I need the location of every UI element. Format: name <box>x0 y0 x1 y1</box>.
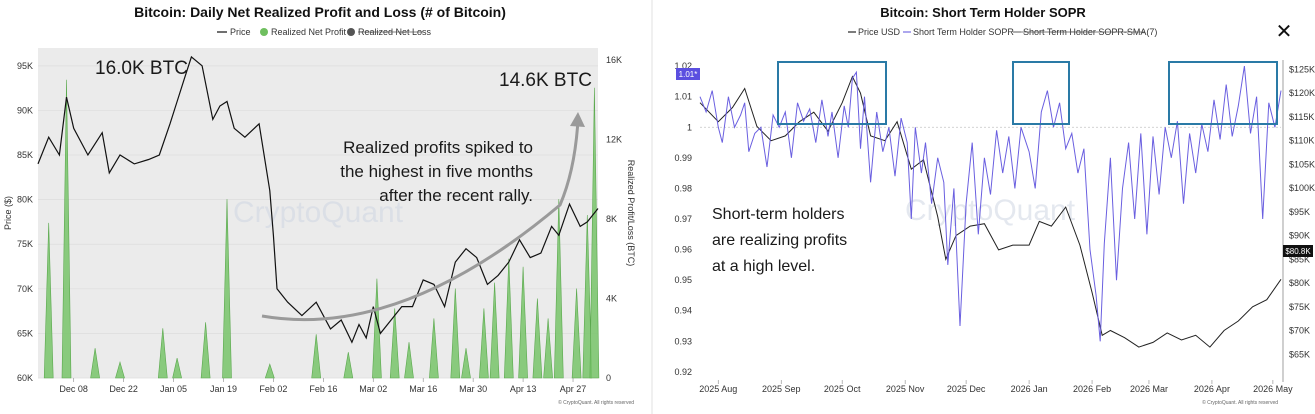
left-y2-tick-label: 8K <box>606 214 617 224</box>
right-x-tick-label: 2025 Aug <box>699 384 737 394</box>
left-y-tick-label: 85K <box>17 150 33 160</box>
left-x-tick-label: Mar 16 <box>409 384 437 394</box>
right-chart-title: Bitcoin: Short Term Holder SOPR <box>880 5 1086 20</box>
left-x-tick-label: Jan 05 <box>160 384 187 394</box>
right-y-tick-label: 0.98 <box>674 183 692 193</box>
left-y2-axis-label: Realized Profit/Loss (BTC) <box>626 160 636 267</box>
right-y2-tick-label: $105K <box>1289 159 1315 169</box>
right-x-tick-label: 2025 Sep <box>762 384 801 394</box>
right-x-tick-label: 2025 Oct <box>824 384 861 394</box>
right-y-tick-label: 1 <box>687 122 692 132</box>
right-value-badge-text: $80.8K <box>1285 247 1311 256</box>
right-y2-tick-label: $100K <box>1289 183 1315 193</box>
right-y-tick-label: 0.97 <box>674 214 692 224</box>
left-legend-price: Price <box>230 27 251 37</box>
left-y-tick-label: 60K <box>17 373 33 383</box>
left-watermark: CryptoQuant <box>233 196 404 229</box>
left-x-tick-label: Dec 22 <box>109 384 138 394</box>
left-credit: © CryptoQuant. All rights reserved <box>558 399 634 406</box>
left-x-tick-label: Mar 30 <box>459 384 487 394</box>
close-icon[interactable]: ✕ <box>1276 19 1293 43</box>
right-y-tick-label: 0.99 <box>674 153 692 163</box>
left-y2-tick-label: 12K <box>606 134 622 144</box>
right-legend-price: Price USD <box>858 27 901 37</box>
sopr-annotation-line-2: are realizing profits <box>712 232 847 249</box>
right-y-tick-label: 0.93 <box>674 336 692 346</box>
left-chart-title: Bitcoin: Daily Net Realized Profit and L… <box>134 4 506 20</box>
right-y2-tick-label: $115K <box>1289 112 1314 122</box>
left-x-tick-label: Feb 16 <box>309 384 337 394</box>
annotation-16k: 16.0K BTC <box>95 58 188 79</box>
right-x-ticks: 2025 Aug 2025 Sep 2025 Oct 2025 Nov 2025 Dec… <box>699 380 1293 394</box>
sopr-annotation-line-1: Short-term holders <box>712 206 845 223</box>
left-x-tick-label: Apr 27 <box>560 384 587 394</box>
right-y-tick-label: 0.96 <box>674 245 692 255</box>
left-legend-profit: Realized Net Profit <box>271 27 347 37</box>
left-y-tick-label: 65K <box>17 328 33 338</box>
left-x-tick-label: Mar 02 <box>359 384 387 394</box>
left-y-tick-label: 75K <box>17 239 33 249</box>
right-y2-tick-label: $90K <box>1289 231 1310 241</box>
left-x-tick-label: Feb 02 <box>259 384 287 394</box>
right-y-tick-label: 1.01 <box>674 92 692 102</box>
annotation-line-1: Realized profits spiked to <box>343 138 533 157</box>
right-y2-ticks: $125K $120K $115K $110K $105K $100K $95K $90K $8… <box>1289 64 1315 359</box>
left-x-tick-label: Apr 13 <box>510 384 537 394</box>
right-x-tick-label: 2026 Mar <box>1130 384 1168 394</box>
left-y2-tick-label: 4K <box>606 293 617 303</box>
right-y2-tick-label: $80K <box>1289 278 1310 288</box>
right-x-tick-label: 2026 Apr <box>1194 384 1230 394</box>
right-y2-tick-label: $70K <box>1289 326 1310 336</box>
left-y2-tick-label: 0 <box>606 373 611 383</box>
sopr-annotation-line-3: at a high level. <box>712 258 815 275</box>
left-x-ticks: Dec 08 Dec 22 Jan 05 Jan 19 Feb 02 Feb 16 Mar … <box>59 378 586 394</box>
annotation-line-2: the highest in five months <box>340 162 533 181</box>
left-y-tick-label: 80K <box>17 195 33 205</box>
left-x-tick-label: Jan 19 <box>210 384 237 394</box>
right-y2-tick-label: $110K <box>1289 136 1314 146</box>
right-y2-tick-label: $65K <box>1289 349 1310 359</box>
left-legend: Price Realized Net Profit Realized Net L… <box>217 27 432 37</box>
left-y-axis-label: Price ($) <box>3 196 13 230</box>
right-y2-tick-label: $95K <box>1289 207 1310 217</box>
right-y2-tick-label: $75K <box>1289 302 1310 312</box>
annotation-line-3: after the recent rally. <box>379 186 533 205</box>
right-y-ticks: 1.021.0110.990.980.970.960.950.940.930.9… <box>674 61 692 377</box>
left-y-ticks: 95K 90K 85K 80K 75K 70K 65K 60K <box>17 61 33 383</box>
right-x-tick-label: 2026 May <box>1253 384 1293 394</box>
right-legend: Price USD Short Term Holder SOPR Short T… <box>848 27 1157 37</box>
right-x-tick-label: 2026 Feb <box>1073 384 1111 394</box>
left-y-tick-label: 90K <box>17 105 33 115</box>
right-watermark: CryptoQuant <box>905 194 1076 227</box>
annotation-14-6k: 14.6K BTC <box>499 70 592 91</box>
right-credit: © CryptoQuant. All rights reserved <box>1202 399 1278 406</box>
right-y2-tick-label: $120K <box>1289 88 1315 98</box>
right-x-tick-label: 2026 Jan <box>1011 384 1048 394</box>
left-value-badge-text: 1.01* <box>679 70 698 79</box>
left-y2-ticks: 16K 12K 8K 4K 0 <box>606 55 622 383</box>
right-y-tick-label: 0.92 <box>674 367 692 377</box>
left-y2-tick-label: 16K <box>606 55 622 65</box>
right-x-tick-label: 2025 Dec <box>947 384 986 394</box>
right-y-tick-label: 0.95 <box>674 275 692 285</box>
left-x-tick-label: Dec 08 <box>59 384 88 394</box>
left-chart: Bitcoin: Daily Net Realized Profit and L… <box>3 4 636 406</box>
right-y-tick-label: 0.94 <box>674 306 692 316</box>
right-x-tick-label: 2025 Nov <box>886 384 925 394</box>
left-y-tick-label: 70K <box>17 284 33 294</box>
right-legend-sopr: Short Term Holder SOPR <box>913 27 1014 37</box>
right-chart: Bitcoin: Short Term Holder SOPR Price US… <box>674 5 1315 406</box>
left-y-tick-label: 95K <box>17 61 33 71</box>
right-y2-tick-label: $125K <box>1289 64 1315 74</box>
